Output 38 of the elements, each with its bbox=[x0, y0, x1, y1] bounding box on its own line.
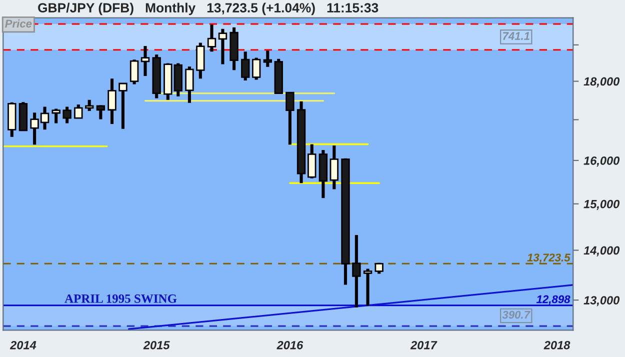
annotation: APRIL 1995 SWING bbox=[64, 294, 177, 303]
x-tick-label: 2017 bbox=[410, 340, 438, 350]
band-label: 390.7 bbox=[502, 310, 530, 319]
candlestick bbox=[140, 46, 150, 76]
candlestick bbox=[108, 78, 116, 124]
candlestick bbox=[85, 100, 94, 112]
x-tick-label: 2016 bbox=[276, 340, 304, 350]
candlestick bbox=[352, 235, 361, 308]
ref-line-label: 13,723.5 bbox=[527, 254, 570, 264]
candlestick bbox=[74, 104, 83, 119]
candlestick bbox=[118, 82, 128, 129]
candlestick bbox=[207, 24, 216, 52]
y-tick-label: 18,000 bbox=[584, 77, 620, 88]
candlestick bbox=[330, 145, 339, 190]
candlestick bbox=[218, 28, 228, 64]
candlestick bbox=[252, 58, 261, 80]
x-tick-label: 2014 bbox=[10, 340, 36, 350]
candlestick bbox=[185, 66, 194, 103]
y-axis-title: Price bbox=[5, 19, 32, 28]
y-tick-label: 14,000 bbox=[584, 246, 620, 256]
candlestick bbox=[96, 105, 106, 120]
candlestick bbox=[363, 268, 372, 306]
candlestick bbox=[308, 144, 316, 178]
x-tick-label: 2018 bbox=[544, 340, 570, 350]
band-label: 741.1 bbox=[503, 32, 530, 40]
candlestick bbox=[263, 50, 272, 67]
candlestick bbox=[196, 42, 205, 79]
y-tick-label: 15,000 bbox=[584, 200, 620, 210]
y-tick-label: 16,000 bbox=[584, 156, 620, 167]
candlestick bbox=[52, 108, 60, 124]
candlestick bbox=[241, 52, 250, 81]
ref-line-label: 12,898 bbox=[536, 295, 570, 305]
candlestick bbox=[62, 106, 72, 124]
chart-title: GBP/JPY (DFB) Monthly 13,723.5 (+1.04%) 11:15:33 bbox=[38, 2, 378, 16]
x-tick-label: 2015 bbox=[143, 340, 170, 350]
candlestick bbox=[130, 60, 139, 84]
y-tick-label: 13,000 bbox=[584, 296, 620, 306]
candlestick bbox=[286, 92, 294, 145]
